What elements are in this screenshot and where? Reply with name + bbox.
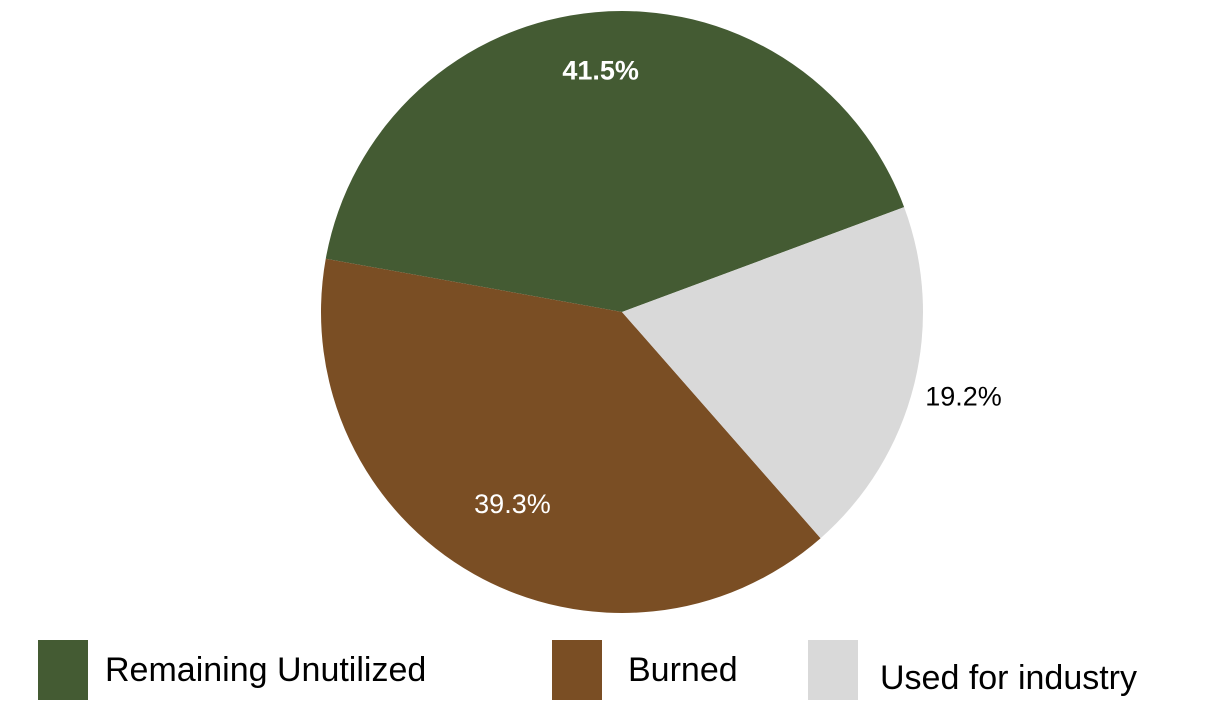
legend-label: Remaining Unutilized bbox=[105, 651, 426, 689]
legend-swatch bbox=[808, 640, 858, 700]
value-label: 19.2% bbox=[925, 381, 1002, 411]
value-label: 41.5% bbox=[562, 55, 639, 85]
legend-swatch bbox=[38, 640, 88, 700]
value-label: 39.3% bbox=[474, 489, 551, 519]
pie-slice bbox=[321, 258, 821, 613]
legend-label: Burned bbox=[628, 651, 738, 689]
pie-slice bbox=[622, 207, 924, 539]
legend-swatch bbox=[552, 640, 602, 700]
legend-label: Used for industry bbox=[880, 659, 1137, 697]
pie-slice bbox=[325, 10, 905, 313]
